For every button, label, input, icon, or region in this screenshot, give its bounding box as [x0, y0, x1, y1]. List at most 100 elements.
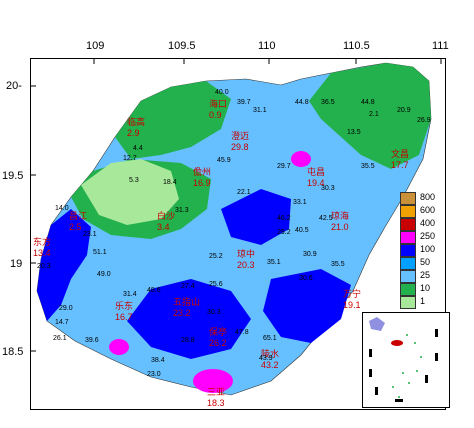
zone-green-northwest	[115, 81, 231, 159]
rain-value: 18.4	[163, 179, 177, 186]
rain-value: 27.4	[181, 283, 195, 290]
rain-value: 48.6	[147, 287, 161, 294]
inset-map	[362, 312, 450, 408]
legend-label: 600	[420, 205, 436, 215]
rain-value: 23.0	[147, 371, 161, 378]
rain-value: 40.0	[215, 89, 229, 96]
rain-value: 25.6	[209, 281, 223, 288]
rain-value: 46.2	[277, 215, 291, 222]
station-lingshui: 陵水 43.2	[261, 349, 280, 370]
rain-value: 20.3	[37, 263, 51, 270]
zone-blue-southwest	[37, 209, 91, 321]
y-tick-label: 20-	[6, 80, 22, 92]
rain-value: 12.7	[123, 155, 137, 162]
legend-label: 50	[420, 257, 431, 267]
legend-swatch	[400, 296, 416, 309]
rain-value: 29.7	[277, 163, 291, 170]
rain-value: 29.0	[59, 305, 73, 312]
rain-value: 2.1	[369, 111, 379, 118]
rain-value: 42.5	[319, 215, 333, 222]
rain-value: 30.3	[321, 185, 335, 192]
zone-blue-south	[127, 279, 251, 359]
legend-label: 800	[420, 192, 436, 202]
rain-value: 51.1	[93, 249, 107, 256]
rain-value: 45.9	[217, 157, 231, 164]
legend-label: 250	[420, 231, 436, 241]
rain-value: 30.6	[299, 275, 313, 282]
station-chengmai: 澄迈 29.8	[231, 131, 250, 152]
rain-value: 43.9	[259, 355, 273, 362]
rain-value: 28.8	[181, 337, 195, 344]
legend-label: 400	[420, 218, 436, 228]
rain-value: 47.8	[235, 329, 249, 336]
x-tick-label: 109.5	[168, 40, 196, 52]
rain-value: 36.5	[321, 99, 335, 106]
rain-value: 31.1	[253, 107, 267, 114]
zone-blue-center	[221, 189, 291, 245]
legend-label: 10	[420, 283, 431, 293]
zone-lightgreen-west	[81, 159, 179, 225]
rain-value: 14.7	[55, 319, 69, 326]
station-qiongzhong: 琼中 20.3	[237, 249, 256, 270]
rain-value: 65.1	[263, 335, 277, 342]
rain-value: 31.3	[175, 207, 189, 214]
y-tick-label: 19	[10, 258, 23, 270]
legend-swatch	[400, 257, 416, 270]
inset-red-spot	[391, 340, 403, 346]
legend-swatch	[400, 218, 416, 231]
x-tick-label: 109	[86, 40, 105, 52]
x-tick-label: 110	[258, 40, 276, 52]
legend-swatch	[400, 270, 416, 283]
station-danzhou: 儋州 16.9	[193, 167, 212, 188]
station-lingao: 临高 2.9	[127, 117, 146, 138]
rain-value: 35.5	[331, 261, 345, 268]
zone-green-north	[309, 63, 431, 169]
rain-value: 13.5	[347, 129, 361, 136]
zone-magenta-3	[291, 151, 311, 167]
rain-value: 33.1	[293, 199, 307, 206]
zone-blue-southeast	[263, 269, 351, 343]
y-tick-label: 18.5	[2, 346, 24, 358]
station-dongfang: 东方 13.4	[33, 237, 52, 258]
station-baoting: 保亭 26.2	[209, 327, 228, 348]
rain-value: 49.0	[97, 271, 111, 278]
x-tick-label: 111	[432, 40, 449, 52]
station-qionghai: 琼海 21.0	[331, 211, 350, 232]
inset-boundary-dashes	[369, 329, 438, 402]
rain-value: 40.5	[295, 227, 309, 234]
station-changjiang: 昌江 2.5	[69, 211, 88, 232]
rain-value: 30.9	[303, 251, 317, 258]
legend-swatch	[400, 205, 416, 218]
tick-marks	[31, 59, 442, 352]
rain-value: 35.5	[361, 163, 375, 170]
rain-value: 25.2	[209, 253, 223, 260]
x-tick-label: 110.5	[343, 40, 370, 52]
y-tick-label: 19.5	[2, 170, 24, 182]
station-tunchang: 屯昌 19.4	[307, 167, 326, 188]
zone-magenta-2	[109, 339, 129, 355]
island-rainfall-svg	[31, 59, 442, 396]
legend-label: 1	[420, 296, 426, 306]
rain-value: 38.4	[151, 357, 165, 364]
station-sanya: 三亚 18.3	[207, 387, 226, 408]
station-wenchang: 文昌 17.7	[391, 149, 410, 170]
legend-label: 100	[420, 244, 436, 254]
rainfall-map: 海口 0.9 临高 2.9 澄迈 29.8 文昌 17.7 儋州 16.9 屯昌 19.4 …	[30, 58, 446, 410]
rain-value: 31.4	[123, 291, 137, 298]
rain-value: 29.2	[277, 229, 291, 236]
rain-value: 23.1	[83, 231, 97, 238]
rain-value: 4.4	[133, 145, 143, 152]
inset-svg	[369, 317, 438, 402]
rain-value: 20.9	[397, 107, 411, 114]
legend-swatch	[400, 244, 416, 257]
legend-swatch	[400, 192, 416, 205]
station-wanning: 万宁 19.1	[343, 289, 362, 310]
rain-value: 39.6	[85, 337, 99, 344]
rain-value: 5.3	[129, 177, 139, 184]
legend-swatch	[400, 283, 416, 296]
station-ledong: 乐东 16.7	[115, 301, 134, 322]
rain-value: 39.7	[237, 99, 251, 106]
legend-swatch	[400, 231, 416, 244]
station-haikou: 海口 0.9	[209, 99, 228, 120]
rain-value: 26.9	[417, 117, 431, 124]
